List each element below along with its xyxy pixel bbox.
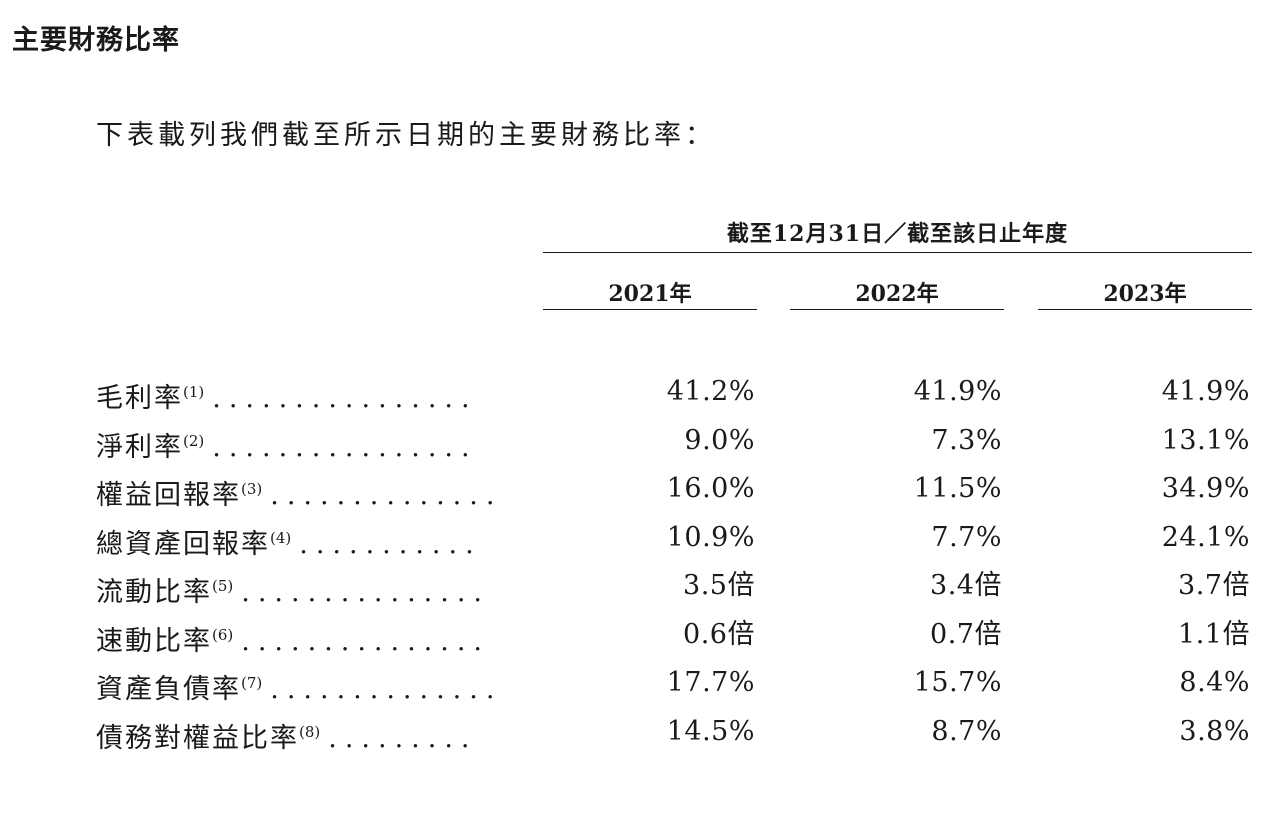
row-label: 資產負債率(7).............. xyxy=(96,661,500,712)
footnote-ref: (8) xyxy=(299,722,321,741)
value-2021: 0.6倍 xyxy=(683,618,755,650)
table-row: 權益回報率(3).............. 16.0% 11.5% 34.9% xyxy=(0,467,1280,516)
row-label: 毛利率(1)................ xyxy=(96,370,500,421)
year-rule-2023 xyxy=(1038,309,1252,310)
row-label-text: 資產負債率 xyxy=(96,674,241,705)
row-label: 淨利率(2)................ xyxy=(96,419,500,470)
year-rule-2022 xyxy=(790,309,1004,310)
value-2021: 14.5% xyxy=(666,715,755,747)
value-2022: 41.9% xyxy=(913,376,1002,407)
leader-dots: ........... xyxy=(299,528,482,560)
footnote-ref: (4) xyxy=(270,528,292,547)
value-2022: 8.7% xyxy=(931,715,1002,747)
row-label: 債務對權益比率(8)......... xyxy=(96,710,500,761)
year-rule-2021 xyxy=(543,309,757,310)
year-header-2021: 2021年 xyxy=(608,281,692,307)
row-label-text: 流動比率 xyxy=(96,577,212,608)
table-row: 毛利率(1)................ 41.2% 41.9% 41.9% xyxy=(0,370,1280,419)
leader-dots: ......... xyxy=(328,722,478,754)
footnote-ref: (5) xyxy=(212,577,234,595)
period-header: 截至12月31日／截至該日止年度 xyxy=(726,221,1069,247)
year-header-2022: 2022年 xyxy=(855,281,939,307)
value-2022: 7.7% xyxy=(931,521,1002,553)
value-2022: 7.3% xyxy=(931,424,1002,456)
table-row: 債務對權益比率(8)......... 14.5% 8.7% 3.8% xyxy=(0,710,1280,759)
value-2023: 34.9% xyxy=(1161,473,1250,504)
value-2022: 11.5% xyxy=(913,473,1002,504)
table-row: 資產負債率(7).............. 17.7% 15.7% 8.4% xyxy=(0,661,1280,710)
leader-dots: .............. xyxy=(270,674,500,705)
row-label: 速動比率(6)............... xyxy=(96,613,500,664)
row-label-text: 總資產回報率 xyxy=(96,528,270,560)
value-2023: 41.9% xyxy=(1161,376,1250,407)
value-2023: 24.1% xyxy=(1161,521,1250,553)
table-row: 總資產回報率(4)........... 10.9% 7.7% 24.1% xyxy=(0,516,1280,565)
value-2021: 3.5倍 xyxy=(683,570,755,601)
row-label: 總資產回報率(4)........... xyxy=(96,516,500,567)
leader-dots: ............... xyxy=(241,625,490,657)
value-2021: 41.2% xyxy=(666,376,755,407)
table-row: 淨利率(2)................ 9.0% 7.3% 13.1% xyxy=(0,419,1280,468)
footnote-ref: (2) xyxy=(183,431,205,450)
leader-dots: ................ xyxy=(212,383,478,414)
value-2022: 15.7% xyxy=(913,667,1002,698)
leader-dots: ................ xyxy=(212,431,478,463)
value-2023: 1.1倍 xyxy=(1178,618,1250,650)
footnote-ref: (3) xyxy=(241,480,263,498)
value-2021: 17.7% xyxy=(666,667,755,698)
leader-dots: .............. xyxy=(270,480,500,511)
table-body: 毛利率(1)................ 41.2% 41.9% 41.9%… xyxy=(0,370,1280,758)
row-label-text: 淨利率 xyxy=(96,431,183,463)
value-2023: 13.1% xyxy=(1161,424,1250,456)
footnote-ref: (1) xyxy=(183,383,205,401)
year-header-2023: 2023年 xyxy=(1103,281,1187,307)
table-row: 流動比率(5)............... 3.5倍 3.4倍 3.7倍 xyxy=(0,564,1280,613)
row-label-text: 毛利率 xyxy=(96,383,183,414)
footnote-ref: (7) xyxy=(241,674,263,692)
row-label-text: 債務對權益比率 xyxy=(96,722,299,754)
value-2022: 0.7倍 xyxy=(930,618,1002,650)
row-label: 流動比率(5)............... xyxy=(96,564,500,615)
row-label: 權益回報率(3).............. xyxy=(96,467,500,518)
value-2023: 8.4% xyxy=(1179,667,1250,698)
value-2023: 3.8% xyxy=(1179,715,1250,747)
period-header-rule xyxy=(543,252,1252,253)
table-row: 速動比率(6)............... 0.6倍 0.7倍 1.1倍 xyxy=(0,613,1280,662)
intro-text: 下表載列我們截至所示日期的主要財務比率： xyxy=(96,120,716,151)
value-2021: 10.9% xyxy=(666,521,755,553)
row-label-text: 速動比率 xyxy=(96,625,212,657)
value-2022: 3.4倍 xyxy=(930,570,1002,601)
value-2021: 9.0% xyxy=(684,424,755,456)
section-title: 主要財務比率 xyxy=(12,25,180,56)
value-2021: 16.0% xyxy=(666,473,755,504)
leader-dots: ............... xyxy=(241,577,490,608)
value-2023: 3.7倍 xyxy=(1178,570,1250,601)
row-label-text: 權益回報率 xyxy=(96,480,241,511)
footnote-ref: (6) xyxy=(212,625,234,644)
